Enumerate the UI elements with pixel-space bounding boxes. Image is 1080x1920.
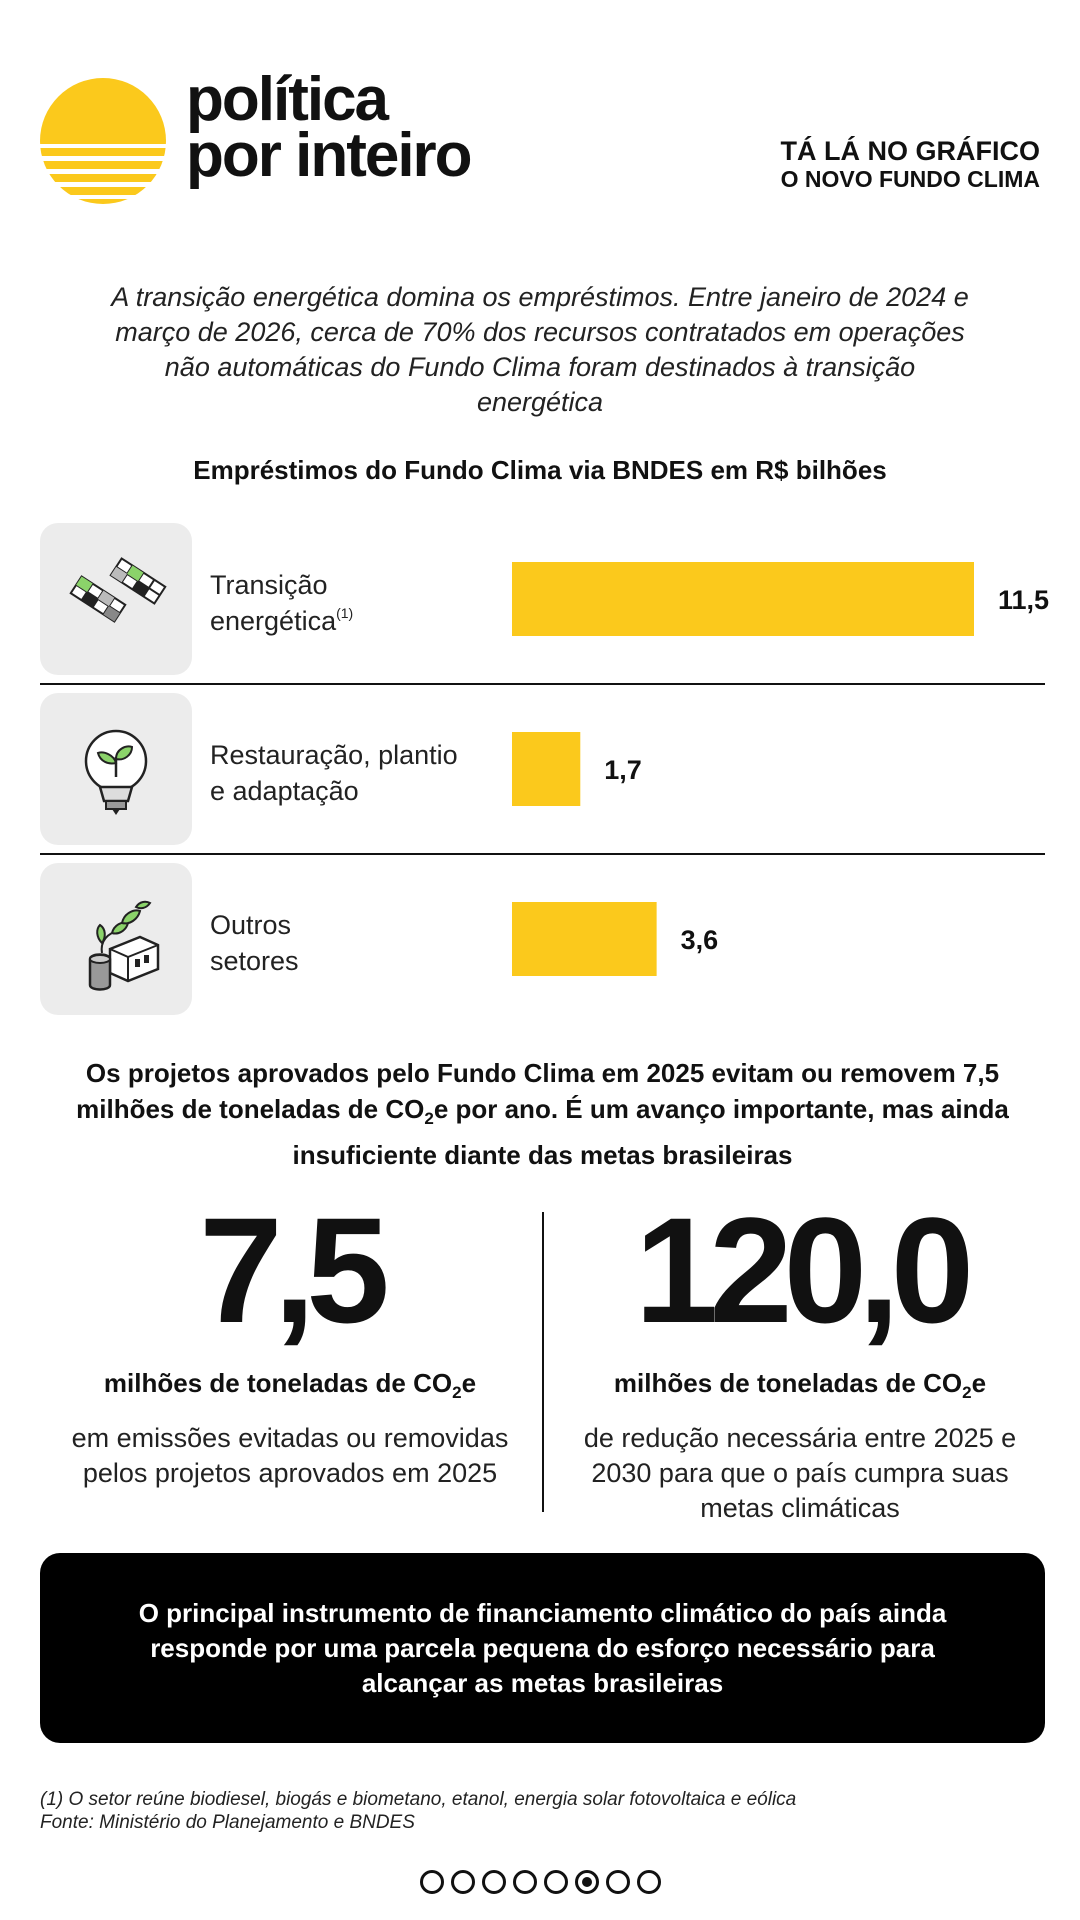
footnotes: (1) O setor reúne biodiesel, biogás e bi…	[40, 1788, 1040, 1834]
brand-line-2: por inteiro	[186, 121, 473, 190]
summary-part-2: e por ano. É um avanço importante, mas a…	[292, 1094, 1009, 1171]
pager-dot[interactable]	[481, 1870, 506, 1894]
chart-row-outros: Outros setores	[40, 863, 1045, 1015]
brand-line-1: política	[186, 65, 389, 134]
brand-logo-text: política por inteiro	[186, 65, 473, 190]
stat-unit: milhões de toneladas de CO2e	[50, 1367, 530, 1409]
row-divider	[40, 853, 1045, 855]
source-note: Fonte: Ministério do Planejamento e BNDE…	[40, 1812, 415, 1833]
stat-value: 120,0	[634, 1186, 974, 1354]
stat-unit-prefix: milhões de toneladas de CO	[613, 1368, 963, 1398]
category-label-line-2: energética	[210, 606, 337, 636]
conclusion-text: O principal instrumento de financiamento…	[138, 1597, 947, 1698]
category-label-line-1: Transição	[210, 570, 328, 600]
pager-dot[interactable]	[574, 1870, 599, 1894]
stat-unit-subscript: 2	[962, 1383, 972, 1403]
pager-dot[interactable]	[636, 1870, 661, 1894]
chart-row-restauracao: Restauração, plantio e adaptação	[40, 693, 1045, 855]
sun-logo-icon	[40, 78, 166, 204]
stat-emissions-avoided: 7,5 milhões de toneladas de CO2e em emis…	[50, 1195, 530, 1491]
kicker-line-2: O NOVO FUNDO CLIMA	[780, 166, 1040, 192]
category-label-line-1: Restauração, plantio	[210, 740, 458, 770]
category-label: Transição energética(1)	[210, 567, 500, 639]
chart-row-transicao: Transição energética(1)	[40, 523, 1045, 685]
conclusion-box: O principal instrumento de financiamento…	[40, 1553, 1045, 1743]
kicker-line-1: TÁ LÁ NO GRÁFICO	[780, 136, 1040, 166]
stat-divider	[542, 1212, 544, 1512]
summary-text: Os projetos aprovados pelo Fundo Clima e…	[40, 1055, 1045, 1173]
pager-dot[interactable]	[605, 1870, 630, 1894]
stat-unit-prefix: milhões de toneladas de CO	[103, 1368, 453, 1398]
stat-value: 7,5	[199, 1186, 390, 1354]
solar-panels-icon	[40, 523, 192, 675]
row-divider	[40, 683, 1045, 685]
stat-unit-suffix: e	[461, 1368, 477, 1398]
stat-description: em emissões evitadas ou removidas pelos …	[71, 1423, 509, 1489]
summary-part-1: Os projetos aprovados pelo Fundo Clima e…	[76, 1058, 1000, 1124]
section-kicker: TÁ LÁ NO GRÁFICO O NOVO FUNDO CLIMA	[781, 136, 1040, 192]
pager-dot[interactable]	[512, 1870, 537, 1894]
category-label-line-2: setores	[210, 946, 299, 976]
chart-title: Empréstimos do Fundo Clima via BNDES em …	[193, 455, 887, 485]
pager-dot[interactable]	[450, 1870, 475, 1894]
footnote-1: (1) O setor reúne biodiesel, biogás e bi…	[40, 1789, 797, 1810]
carousel-pager	[0, 1870, 1080, 1894]
stat-unit: milhões de toneladas de CO2e	[560, 1367, 1040, 1409]
sprout-lightbulb-icon	[40, 693, 192, 845]
stat-unit-subscript: 2	[452, 1383, 462, 1403]
category-label: Outros setores	[210, 907, 500, 979]
pager-dot[interactable]	[543, 1870, 568, 1894]
summary-subscript: 2	[424, 1109, 434, 1129]
intro-text: A transição energética domina os emprést…	[111, 282, 969, 417]
stat-description: de redução necessária entre 2025 e 2030 …	[583, 1423, 1017, 1524]
header: política por inteiro TÁ LÁ NO GRÁFICO O …	[40, 65, 1040, 210]
green-factory-icon	[40, 863, 192, 1015]
stat-unit-suffix: e	[971, 1368, 987, 1398]
stat-reduction-needed: 120,0 milhões de toneladas de CO2e de re…	[560, 1195, 1040, 1526]
pager-dot[interactable]	[419, 1870, 444, 1894]
category-label: Restauração, plantio e adaptação	[210, 737, 500, 809]
category-label-line-2: e adaptação	[210, 776, 359, 806]
category-label-line-1: Outros	[210, 910, 292, 940]
footnote-marker: (1)	[336, 605, 354, 621]
